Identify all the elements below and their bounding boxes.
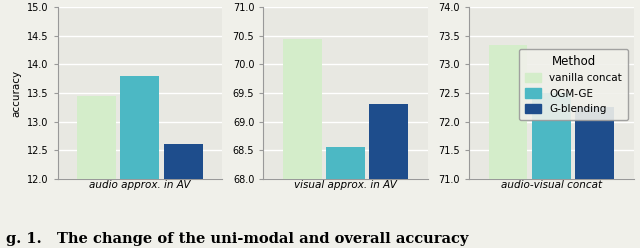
Bar	[120, 76, 159, 248]
Bar	[488, 44, 527, 248]
Y-axis label: accuracy: accuracy	[12, 69, 21, 117]
X-axis label: audio-visual concat: audio-visual concat	[500, 180, 602, 190]
Text: g. 1.   The change of the uni-modal and overall accuracy: g. 1. The change of the uni-modal and ov…	[6, 232, 468, 246]
Bar	[369, 104, 408, 248]
Bar	[532, 93, 571, 248]
Bar	[164, 144, 203, 248]
Bar	[575, 107, 614, 248]
Bar	[77, 96, 116, 248]
X-axis label: audio approx. in AV: audio approx. in AV	[89, 180, 191, 190]
Legend: vanilla concat, OGM-GE, G-blending: vanilla concat, OGM-GE, G-blending	[519, 49, 628, 120]
Bar	[326, 147, 365, 248]
X-axis label: visual approx. in AV: visual approx. in AV	[294, 180, 397, 190]
Bar	[283, 39, 322, 248]
